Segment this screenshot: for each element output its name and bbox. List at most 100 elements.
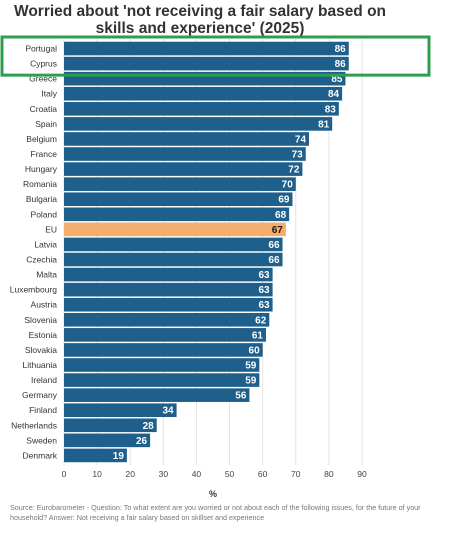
category-label: Netherlands	[11, 420, 57, 430]
bars	[64, 41, 349, 463]
category-label: Lithuania	[22, 360, 57, 370]
value-label: 67	[272, 225, 284, 236]
value-label: 60	[249, 345, 261, 356]
bar	[64, 132, 310, 146]
value-label: 70	[282, 180, 294, 191]
bar	[64, 358, 260, 372]
x-axis-label: %	[209, 489, 217, 499]
bar	[64, 117, 333, 131]
value-label: 85	[331, 74, 343, 85]
category-label: Finland	[29, 405, 57, 415]
value-label: 69	[278, 195, 290, 206]
value-label: 81	[318, 119, 330, 130]
bar	[64, 237, 283, 252]
category-labels: Portugal Cyprus Greece Italy Croatia Spain Bel…	[10, 44, 58, 461]
value-label: 34	[162, 406, 174, 417]
value-label: 83	[325, 104, 337, 115]
bar	[64, 102, 339, 116]
bar	[64, 192, 293, 207]
value-label: 63	[258, 300, 270, 311]
value-label: 73	[292, 150, 304, 161]
x-tick-label: 10	[92, 469, 102, 479]
value-label: 68	[275, 210, 287, 221]
x-tick-label: 60	[258, 469, 268, 479]
x-tick-labels: 0 10 20 30 40 50 60 70 80 90	[62, 469, 367, 479]
value-label: 26	[136, 436, 148, 447]
value-label: 84	[328, 89, 340, 100]
x-tick-label: 0	[62, 469, 67, 479]
category-label: Hungary	[25, 164, 58, 174]
bar	[64, 403, 177, 418]
category-label: Austria	[31, 300, 58, 310]
x-tick-label: 80	[324, 469, 334, 479]
category-label: Latvia	[34, 239, 57, 249]
x-tick-label: 70	[291, 469, 301, 479]
x-tick-label: 90	[357, 469, 367, 479]
bar	[64, 56, 349, 71]
bar	[64, 418, 157, 433]
category-label: Luxembourg	[10, 285, 58, 295]
value-label: 61	[252, 330, 264, 341]
category-label: Bulgaria	[26, 194, 57, 204]
x-tick-label: 30	[159, 469, 169, 479]
bar	[64, 177, 296, 191]
bar	[64, 252, 283, 267]
value-label: 28	[143, 421, 155, 432]
category-label: Belgium	[26, 134, 57, 144]
category-label: Greece	[29, 74, 57, 84]
value-label: 59	[245, 376, 257, 387]
bar	[64, 147, 306, 161]
value-label: 66	[268, 255, 280, 266]
bar	[64, 207, 290, 222]
bar	[64, 297, 273, 312]
value-label: 86	[335, 44, 347, 55]
category-label: Malta	[36, 270, 57, 280]
value-label: 19	[113, 451, 125, 462]
bar	[64, 343, 263, 357]
category-label: Croatia	[30, 104, 58, 114]
category-label: Sweden	[26, 435, 57, 445]
value-label: 72	[288, 165, 300, 176]
category-label: Spain	[35, 119, 57, 129]
category-label: Italy	[41, 89, 57, 99]
bar	[64, 267, 273, 282]
bar	[64, 86, 343, 101]
x-tick-label: 20	[125, 469, 135, 479]
value-label: 63	[258, 270, 270, 281]
category-label: Ireland	[31, 375, 57, 385]
category-label: EU	[45, 224, 57, 234]
category-label: Germany	[22, 390, 58, 400]
bar	[64, 433, 151, 448]
category-label: Slovenia	[24, 315, 57, 325]
value-label: 66	[268, 240, 280, 251]
bar	[64, 373, 260, 387]
bar	[64, 388, 250, 402]
category-label: Romania	[23, 179, 57, 189]
bar	[64, 222, 286, 237]
value-label: 74	[295, 134, 307, 145]
bar	[64, 328, 266, 342]
value-label: 86	[335, 59, 347, 70]
value-label: 56	[235, 391, 247, 402]
bar	[64, 448, 127, 463]
bar	[64, 312, 270, 327]
bar	[64, 162, 303, 176]
value-label: 62	[255, 315, 267, 326]
x-tick-label: 50	[225, 469, 235, 479]
value-labels: 86 86 85 84 83 81 74 73 72 70 69 68 67 66 66 63 63 63 62 61…	[113, 44, 346, 462]
category-label: France	[31, 149, 58, 159]
category-label: Slovakia	[25, 345, 57, 355]
category-label: Poland	[31, 209, 58, 219]
category-label: Czechia	[26, 255, 57, 265]
category-label: Denmark	[23, 450, 58, 460]
chart-title: Worried about 'not receiving a fair sala…	[13, 3, 387, 37]
bar	[64, 282, 273, 297]
x-tick-label: 40	[192, 469, 202, 479]
highlight-box	[0, 35, 431, 77]
category-label: Estonia	[29, 330, 58, 340]
value-label: 59	[245, 361, 257, 372]
category-label: Cyprus	[30, 59, 57, 69]
source-note: Source: Eurobarometer - Question: To wha…	[10, 503, 421, 522]
bar	[64, 41, 349, 56]
